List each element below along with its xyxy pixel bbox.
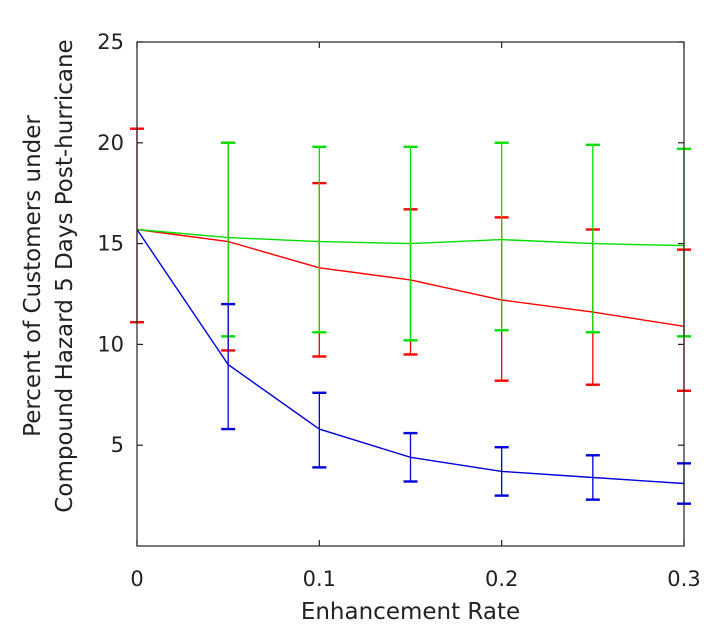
x-tick-label: 0: [130, 567, 143, 591]
y-tick-label: 25: [97, 30, 124, 54]
tick-layer: 0 0.1 0.2 0.3 5 10 15 20 25: [97, 30, 700, 591]
x-axis-title: Enhancement Rate: [301, 599, 520, 625]
x-tick-label: 0.2: [485, 567, 518, 591]
y-tick-label: 5: [111, 433, 124, 457]
series-3: [136, 229, 691, 505]
y-tick-label: 15: [97, 232, 124, 256]
plot-frame: [136, 41, 685, 547]
y-axis-title-line1: Percent of Customers under: [20, 115, 46, 437]
series-layer: [130, 127, 691, 505]
x-tick-label: 0.3: [667, 567, 700, 591]
series-2: [136, 141, 691, 342]
y-tick-label: 20: [97, 131, 124, 155]
series-line: [136, 229, 685, 485]
y-axis-title-line2: Compound Hazard 5 Days Post-hurricane: [52, 39, 78, 512]
x-tick-label: 0.1: [303, 567, 336, 591]
series-line: [136, 228, 685, 247]
y-tick-label: 10: [97, 332, 124, 356]
